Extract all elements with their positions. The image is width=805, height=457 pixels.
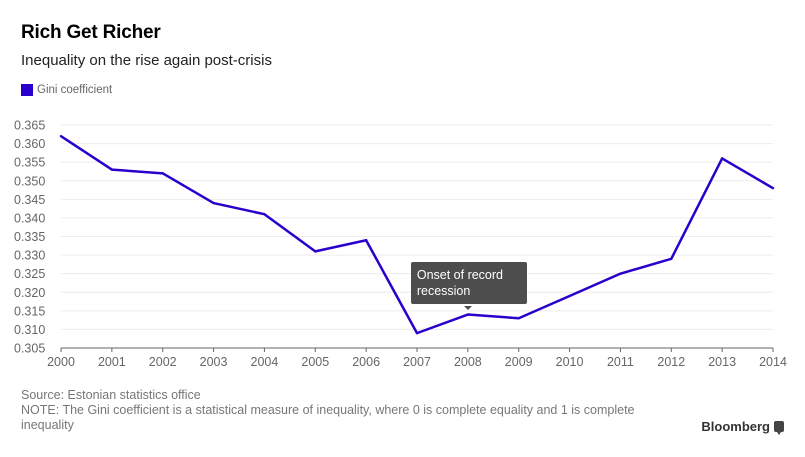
data-point [568,294,571,298]
data-point [59,134,63,138]
x-tick-label: 2010 [556,355,584,369]
x-tick-label: 2004 [251,355,279,369]
y-tick-label: 0.310 [14,323,45,337]
note-text: NOTE: The Gini coefficient is a statisti… [21,403,635,432]
y-tick-label: 0.340 [14,211,45,225]
brand-logo-text: Bloomberg [701,419,770,434]
data-point [670,257,673,260]
chart-subtitle: Inequality on the rise again post-crisis [21,52,272,69]
y-tick-label: 0.355 [14,156,45,170]
legend-swatch [21,84,33,96]
footer: Source: Estonian statistics office NOTE:… [21,388,681,433]
data-point [619,272,622,275]
y-tick-label: 0.325 [14,267,45,281]
data-point [771,186,775,190]
data-point [415,331,419,335]
source-text: Source: Estonian statistics office [21,388,201,402]
legend-label: Gini coefficient [37,84,113,96]
x-tick-label: 2005 [301,355,329,369]
x-tick-label: 2003 [200,355,228,369]
annotation-text: Onset of record recession [416,267,503,298]
data-point [212,201,215,205]
x-tick-label: 2002 [149,355,177,369]
x-tick-label: 2011 [607,355,634,369]
data-point [466,313,470,316]
x-tick-label: 2009 [505,355,533,369]
annotation-pointer [463,305,472,310]
y-tick-label: 0.345 [14,193,45,207]
legend: Gini coefficient [21,84,112,96]
x-tick-label: 2008 [454,355,482,369]
x-tick-label: 2000 [47,355,75,369]
data-point [517,317,520,320]
x-tick-label: 2006 [352,355,380,369]
y-tick-label: 0.365 [14,119,45,133]
x-tick-label: 2012 [657,355,685,369]
data-point [720,157,724,160]
x-tick-label: 2013 [708,355,736,369]
y-tick-label: 0.320 [14,286,45,300]
x-tick-label: 2001 [98,355,126,369]
brand: Bloomberg [701,419,784,435]
y-tick-label: 0.305 [14,342,45,356]
data-point [161,172,164,175]
data-point [364,239,368,242]
x-axis-ticks: 2000 2001 2002 2003 2004 2005 2006 2007 2008 2009… [47,348,787,369]
y-tick-label: 0.350 [14,174,45,188]
y-tick-label: 0.360 [14,137,45,151]
x-tick-label: 2007 [403,355,431,369]
chart-title: Rich Get Richer [21,22,161,43]
y-tick-label: 0.335 [14,230,45,244]
line-chart: 0.305 0.310 0.315 0.320 0.325 0.330 0.335 0.340… [14,119,787,370]
y-tick-label: 0.330 [14,249,45,263]
data-point [314,250,317,253]
annotation-tooltip: Onset of record recession [410,261,527,304]
y-axis-ticks: 0.305 0.310 0.315 0.320 0.325 0.330 0.335 0.340… [14,119,45,356]
x-tick-label: 2014 [759,355,787,369]
data-point [263,213,266,216]
bloomberg-chart-icon [774,421,784,435]
data-point [110,168,114,171]
series-line-gini [60,135,774,335]
y-tick-label: 0.315 [14,304,45,318]
data-points [59,134,775,335]
